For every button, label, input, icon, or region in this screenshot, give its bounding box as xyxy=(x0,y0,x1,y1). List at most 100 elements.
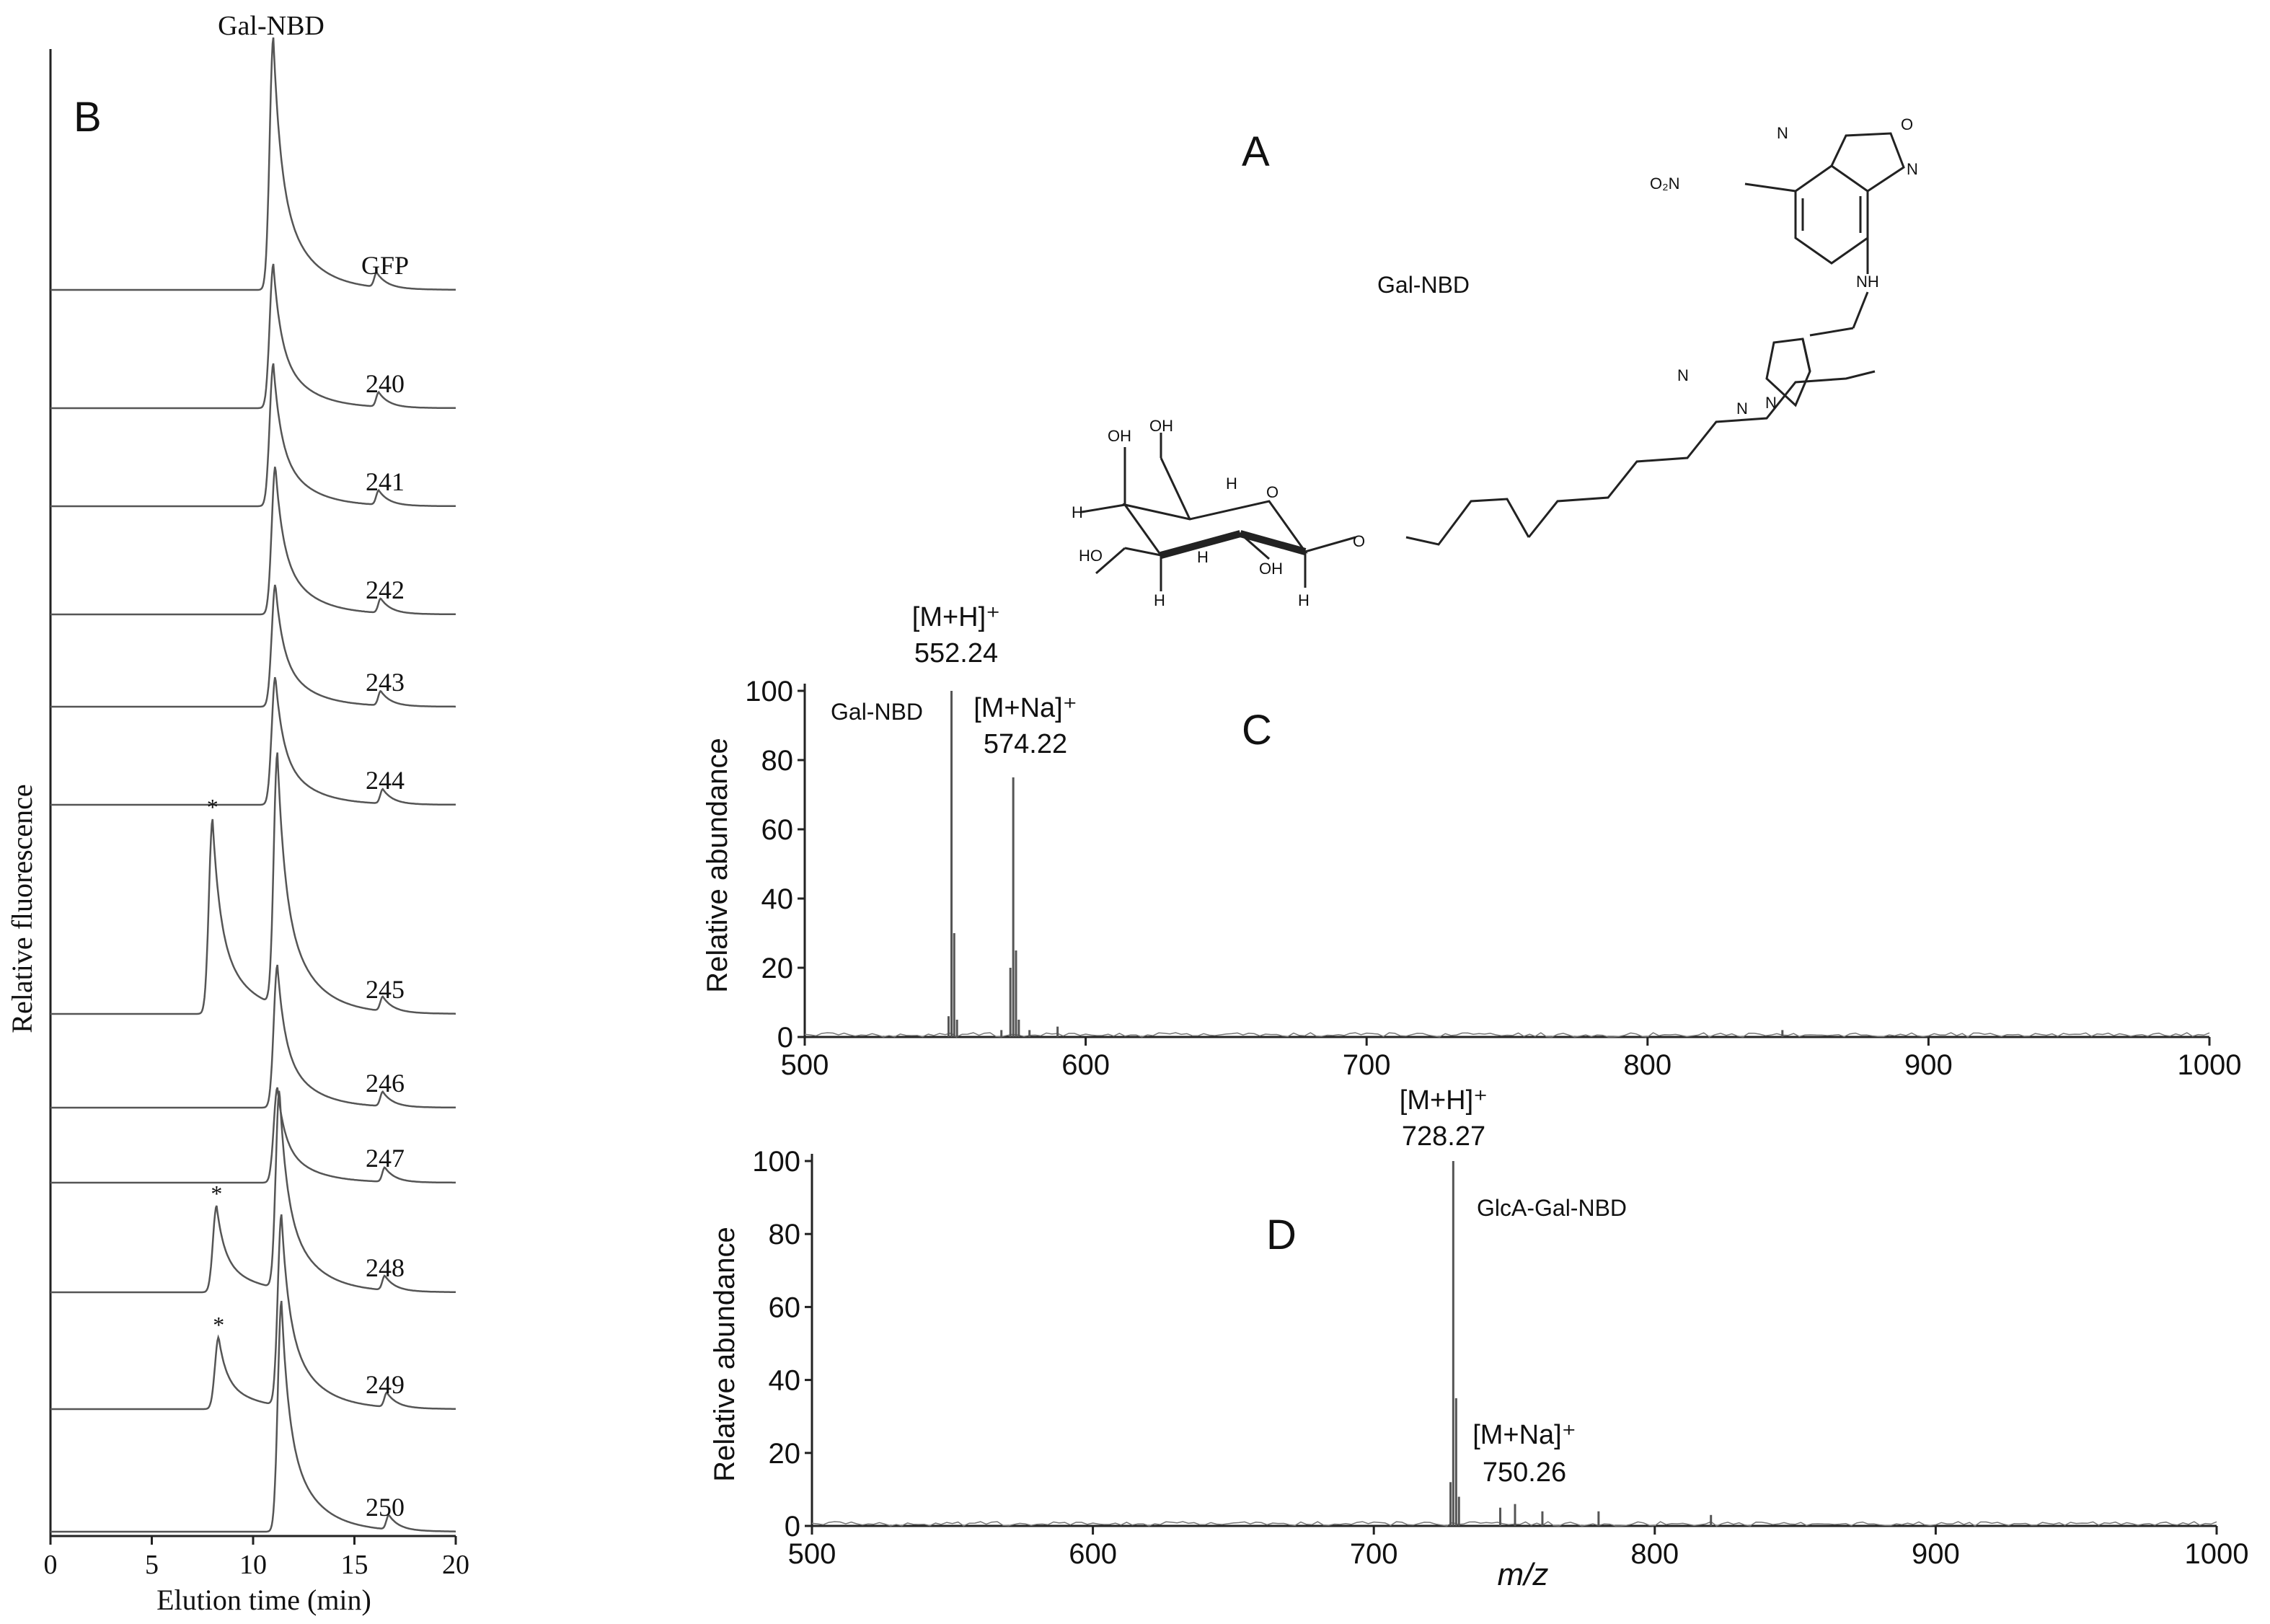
spectrum-d-mz-mh: 728.27 xyxy=(1402,1121,1485,1152)
spectrum-d-x-tick-label: 500 xyxy=(788,1538,836,1570)
spectrum-d-peaks xyxy=(811,1161,2217,1527)
spectrum-c-ticks: 500 600 700 800 900 1000 0 20 40 60 80 100 xyxy=(745,676,2241,1081)
atom-triazole-n3: N xyxy=(1765,394,1777,412)
chromatogram-trace-247 xyxy=(50,1087,456,1184)
panel-b-chromatogram: B Gal-NBD 0 5 10 15 20 GFP 240 241 242 243 244 245… xyxy=(6,11,469,1616)
spectrum-c-x-tick-label: 700 xyxy=(1343,1049,1391,1081)
panel-c-mass-spectrum: C 500 600 700 800 900 1000 0 20 40 60 80 100 Relati… xyxy=(702,602,2241,1081)
spectrum-c-y-tick-label: 40 xyxy=(761,883,794,915)
spectrum-d-x-tick-label: 900 xyxy=(1912,1538,1960,1570)
chromatogram-trace-GFP xyxy=(50,37,456,291)
spectrum-c-peaks xyxy=(804,691,2210,1038)
structure-atoms: O₂N N O N NH N N N OH OH HO OH O O H H H… xyxy=(1072,115,1918,609)
atom-ho: HO xyxy=(1079,547,1103,565)
chromatogram-traces: GFP 240 241 242 243 244 245 * 246 247 248 * 249 * 250 xyxy=(50,37,456,1533)
chromatogram-x-ticks: 0 5 10 15 20 xyxy=(44,1536,469,1580)
spectrum-d-mz-mna: 750.26 xyxy=(1483,1457,1566,1488)
spectrum-c-compound: Gal-NBD xyxy=(831,699,923,725)
spectrum-d-ticks: 500 600 700 800 900 1000 0 20 40 60 80 100 xyxy=(752,1146,2248,1570)
chromatogram-title: Gal-NBD xyxy=(218,11,324,41)
spectrum-d-x-tick-label: 800 xyxy=(1630,1538,1679,1570)
chromatogram-series-label: GFP xyxy=(361,251,409,280)
spectrum-d-x-tick-label: 600 xyxy=(1069,1538,1117,1570)
spectrum-c-y-label: Relative abundance xyxy=(702,738,733,993)
chromatogram-series-label: 244 xyxy=(366,766,405,795)
atom-ring-n2: N xyxy=(1907,160,1918,178)
atom-oh-c: OH xyxy=(1259,560,1283,578)
chromatogram-star-marker: * xyxy=(207,794,218,820)
chromatogram-series-label: 243 xyxy=(366,668,405,697)
chromatogram-series-label: 240 xyxy=(366,369,405,398)
spectrum-d-x-label: m/z xyxy=(1498,1557,1549,1592)
atom-h-3: H xyxy=(1197,548,1209,566)
atom-triazole-n1: N xyxy=(1677,366,1689,384)
chromatogram-series-label: 246 xyxy=(366,1069,405,1098)
spectrum-c-y-tick-label: 60 xyxy=(761,814,794,846)
chromatogram-series-label: 249 xyxy=(366,1370,405,1399)
spectrum-d-ion-mna: [M+Na]⁺ xyxy=(1472,1420,1576,1450)
panel-label-b: B xyxy=(74,94,102,141)
atom-o-link: O xyxy=(1353,532,1365,550)
chromatogram-series-label: 247 xyxy=(366,1144,405,1173)
chromatogram-trace-244 xyxy=(50,676,456,806)
atom-ring-o: O xyxy=(1901,115,1913,133)
spectrum-c-ion-mh: [M+H]⁺ xyxy=(912,602,1000,632)
spectrum-c-x-tick-label: 900 xyxy=(1904,1049,1953,1081)
spectrum-c-y-tick-label: 20 xyxy=(761,953,794,984)
atom-h-4: H xyxy=(1226,475,1237,493)
panel-a-structure: A Gal-NBD xyxy=(1072,115,1918,609)
spectrum-d-x-tick-label: 700 xyxy=(1350,1538,1398,1570)
chromatogram-trace-250 xyxy=(50,1300,456,1533)
atom-o-ring: O xyxy=(1266,483,1278,501)
spectrum-d-x-tick-label: 1000 xyxy=(2185,1538,2249,1570)
chromatogram-trace-243 xyxy=(50,584,456,708)
spectrum-d-compound: GlcA-Gal-NBD xyxy=(1477,1195,1627,1221)
spectrum-c-y-tick-label: 100 xyxy=(745,676,793,707)
structure-bonds xyxy=(1081,132,1905,591)
chromatogram-series-label: 248 xyxy=(366,1253,405,1282)
chromatogram-star-marker: * xyxy=(213,1312,224,1338)
spectrum-c-noise xyxy=(804,1032,2210,1038)
panel-label-d: D xyxy=(1266,1212,1297,1258)
atom-triazole-n2: N xyxy=(1736,400,1748,418)
chromatogram-trace-249 xyxy=(50,1214,456,1411)
atom-nitro: O₂N xyxy=(1650,175,1680,193)
spectrum-d-y-tick-label: 0 xyxy=(785,1511,800,1543)
spectrum-c-ion-mna: [M+Na]⁺ xyxy=(973,693,1077,723)
atom-h-1: H xyxy=(1072,503,1083,521)
spectrum-c-y-tick-label: 80 xyxy=(761,745,794,777)
chromatogram-series-label: 245 xyxy=(366,975,405,1004)
atom-nh: NH xyxy=(1856,273,1879,291)
atom-h-2: H xyxy=(1154,591,1165,609)
spectrum-c-mz-mna: 574.22 xyxy=(984,729,1067,759)
chromatogram-trace-246 xyxy=(50,964,456,1109)
spectrum-c-x-tick-label: 600 xyxy=(1061,1049,1110,1081)
spectrum-d-y-tick-label: 20 xyxy=(769,1438,801,1470)
spectrum-c-x-tick-label: 500 xyxy=(781,1049,829,1081)
spectrum-c-y-tick-label: 0 xyxy=(777,1022,793,1054)
spectrum-d-y-label: Relative abundance xyxy=(709,1227,741,1482)
chromatogram-trace-248 xyxy=(50,1090,456,1294)
spectrum-d-y-tick-label: 40 xyxy=(769,1365,801,1397)
spectrum-d-y-tick-label: 80 xyxy=(769,1219,801,1250)
chromatogram-y-label: Relative fluorescence xyxy=(6,784,38,1033)
chromatogram-x-tick-label: 20 xyxy=(442,1550,469,1580)
chromatogram-x-tick-label: 15 xyxy=(341,1550,368,1580)
atom-h-5: H xyxy=(1298,591,1310,609)
panel-d-mass-spectrum: D 500 600 700 800 900 1000 0 20 40 60 80 100 Relati… xyxy=(709,1085,2248,1592)
spectrum-d-y-tick-label: 100 xyxy=(752,1146,800,1178)
chromatogram-x-tick-label: 5 xyxy=(145,1550,159,1580)
atom-oh-a: OH xyxy=(1108,427,1131,445)
chromatogram-trace-242 xyxy=(50,467,456,616)
spectrum-c-x-tick-label: 800 xyxy=(1623,1049,1671,1081)
chromatogram-series-label: 242 xyxy=(366,575,405,604)
structure-name: Gal-NBD xyxy=(1377,272,1470,298)
panel-label-a: A xyxy=(1242,128,1270,175)
atom-ring-n1: N xyxy=(1777,124,1788,142)
spectrum-c-x-tick-label: 1000 xyxy=(2178,1049,2242,1081)
chromatogram-x-tick-label: 0 xyxy=(44,1550,58,1580)
spectrum-d-y-tick-label: 60 xyxy=(769,1292,801,1323)
chromatogram-star-marker: * xyxy=(211,1181,222,1206)
chromatogram-series-label: 250 xyxy=(366,1493,405,1522)
